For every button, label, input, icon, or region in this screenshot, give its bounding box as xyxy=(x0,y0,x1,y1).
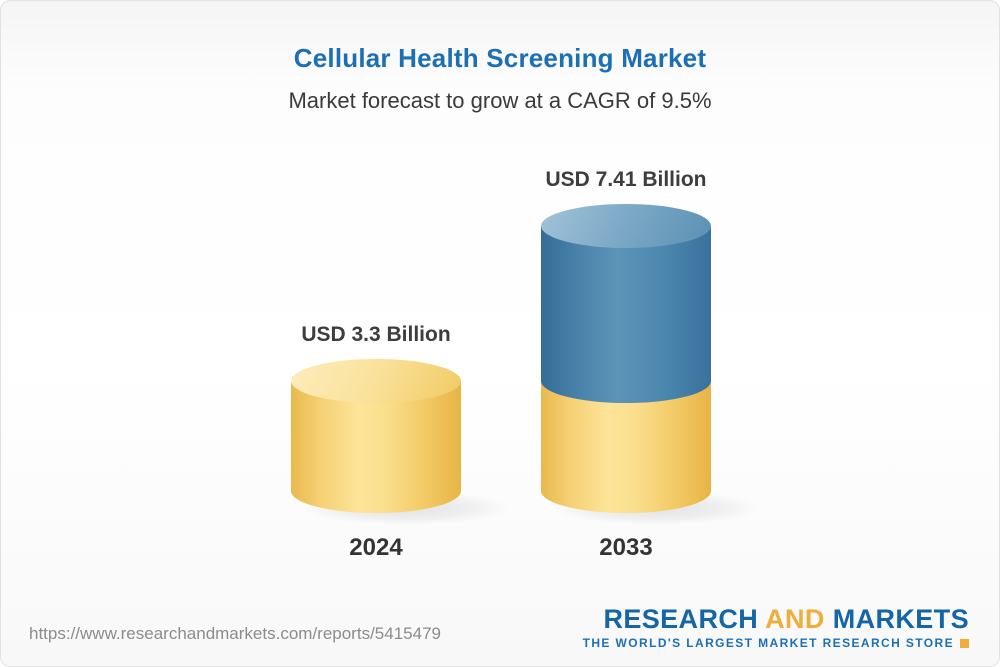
logo-tagline-text: THE WORLD'S LARGEST MARKET RESEARCH STOR… xyxy=(582,636,954,650)
logo-word-markets: MARKETS xyxy=(832,603,969,634)
bar-year-label-2033: 2033 xyxy=(599,534,653,561)
logo-accent-square-icon xyxy=(960,638,969,648)
cylinder-2033-top-cap xyxy=(541,204,711,248)
logo-word-and: AND xyxy=(765,603,825,634)
chart-subtitle: Market forecast to grow at a CAGR of 9.5… xyxy=(288,88,712,113)
cylinder-2024 xyxy=(291,359,507,525)
cylinder-2024-top-cap xyxy=(291,359,461,403)
bar-year-label-2024: 2024 xyxy=(349,534,403,561)
cylinder-2024-bottom-cap xyxy=(291,469,461,513)
cylinder-2033-yellow-bottom-cap xyxy=(541,469,711,513)
cylinder-2033-blue-body xyxy=(541,226,711,381)
report-url-link[interactable]: https://www.researchandmarkets.com/repor… xyxy=(29,624,441,643)
logo-tagline: THE WORLD'S LARGEST MARKET RESEARCH STOR… xyxy=(583,636,969,650)
cylinder-2033 xyxy=(541,204,757,525)
bar-value-label-2033: USD 7.41 Billion xyxy=(545,168,707,191)
chart-title: Cellular Health Screening Market xyxy=(293,43,707,73)
bar-value-label-2024: USD 3.3 Billion xyxy=(301,323,451,346)
logo-word-research: RESEARCH xyxy=(603,603,759,634)
logo-wordmark: RESEARCH AND MARKETS xyxy=(583,603,969,634)
research-and-markets-logo: RESEARCH AND MARKETS THE WORLD'S LARGEST… xyxy=(583,603,969,650)
